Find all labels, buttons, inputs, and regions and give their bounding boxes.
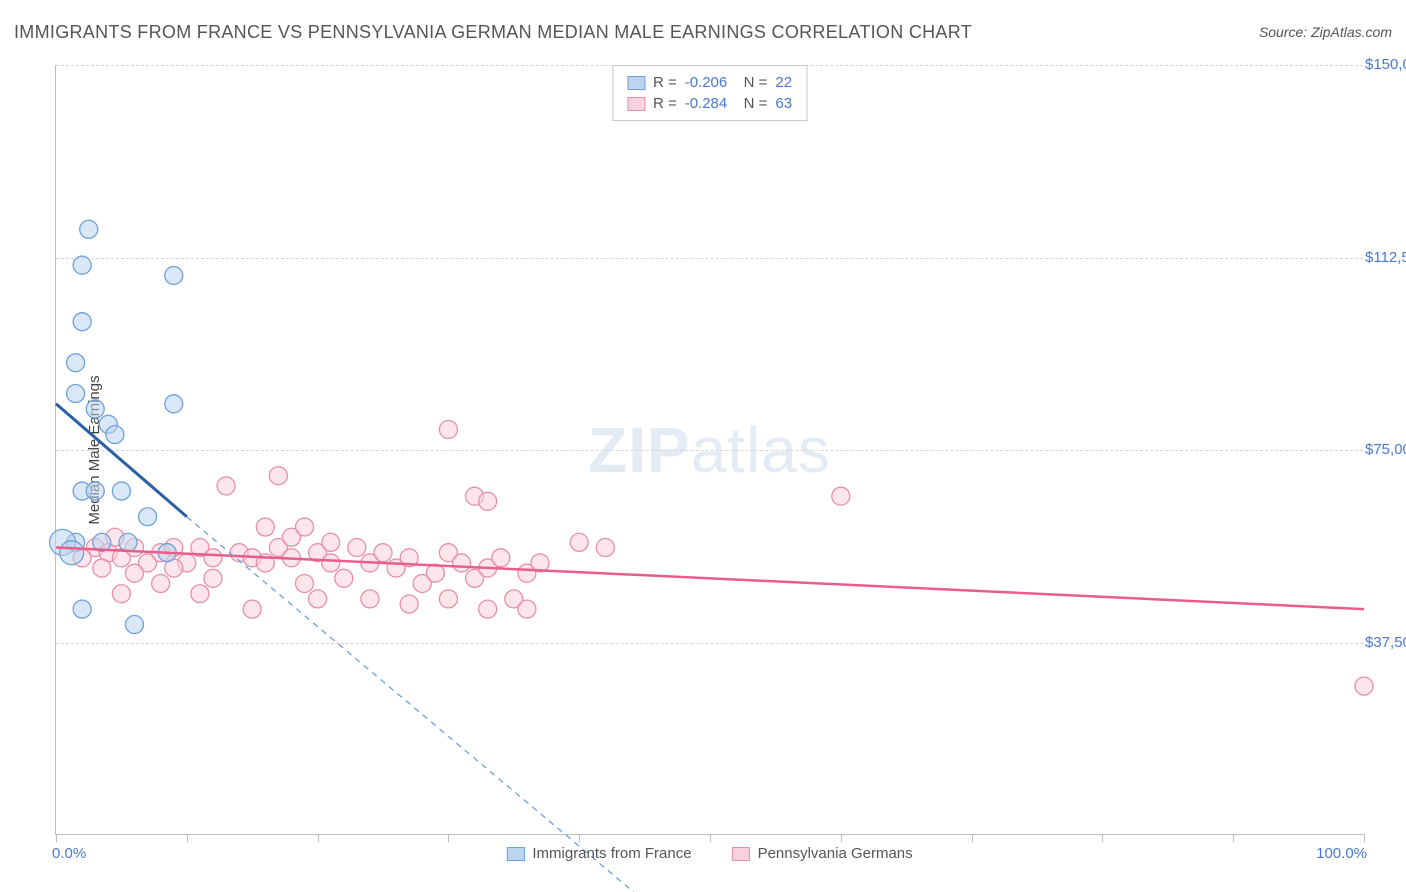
bottom-legend: Immigrants from France Pennsylvania Germ… (506, 845, 912, 862)
y-tick-label: $112,500 (1365, 249, 1406, 266)
data-point-blue (80, 220, 98, 238)
data-point-blue (119, 533, 137, 551)
stats-legend-box: R = -0.206 N = 22 R = -0.284 N = 63 (612, 65, 807, 121)
data-point-pink (243, 600, 261, 618)
data-point-blue (112, 482, 130, 500)
data-point-pink (452, 554, 470, 572)
data-point-pink (191, 585, 209, 603)
data-point-pink (204, 569, 222, 587)
data-point-pink (296, 518, 314, 536)
data-point-blue (73, 600, 91, 618)
chart-title: IMMIGRANTS FROM FRANCE VS PENNSYLVANIA G… (14, 22, 972, 42)
data-point-blue (67, 385, 85, 403)
x-tick (1364, 834, 1365, 842)
x-tick (448, 834, 449, 842)
x-tick (710, 834, 711, 842)
data-point-pink (348, 539, 366, 557)
y-tick-label: $75,000 (1365, 441, 1406, 458)
data-point-pink (125, 564, 143, 582)
y-tick-label: $150,000 (1365, 56, 1406, 73)
x-tick (56, 834, 57, 842)
data-point-pink (479, 600, 497, 618)
data-point-pink (479, 492, 497, 510)
data-point-pink (374, 544, 392, 562)
data-point-blue (86, 482, 104, 500)
data-point-pink (322, 533, 340, 551)
x-tick (841, 834, 842, 842)
data-point-pink (596, 539, 614, 557)
data-point-pink (93, 559, 111, 577)
data-point-blue (165, 395, 183, 413)
data-point-pink (269, 467, 287, 485)
legend-label-pink: Pennsylvania Germans (758, 845, 913, 862)
data-point-pink (112, 585, 130, 603)
data-point-pink (322, 554, 340, 572)
n-value-pink: 63 (775, 95, 792, 112)
x-tick (972, 834, 973, 842)
x-tick-label-left: 0.0% (52, 845, 86, 862)
data-point-pink (492, 549, 510, 567)
data-point-pink (217, 477, 235, 495)
plot-area: ZIPatlas $37,500$75,000$112,500$150,000 … (55, 65, 1363, 835)
data-point-blue (139, 508, 157, 526)
data-point-pink (570, 533, 588, 551)
swatch-pink-icon (627, 97, 645, 111)
data-point-blue (125, 616, 143, 634)
stats-row-blue: R = -0.206 N = 22 (627, 72, 792, 93)
scatter-svg (56, 65, 1363, 834)
x-tick (579, 834, 580, 842)
data-point-blue (73, 256, 91, 274)
r-value-pink: -0.284 (685, 95, 728, 112)
r-value-blue: -0.206 (685, 74, 728, 91)
data-point-pink (518, 600, 536, 618)
legend-swatch-pink-icon (732, 847, 750, 861)
data-point-pink (439, 590, 457, 608)
data-point-pink (335, 569, 353, 587)
stats-row-pink: R = -0.284 N = 63 (627, 93, 792, 114)
data-point-pink (296, 574, 314, 592)
n-value-blue: 22 (775, 74, 792, 91)
chart-source: Source: ZipAtlas.com (1259, 24, 1392, 40)
legend-label-blue: Immigrants from France (532, 845, 691, 862)
swatch-blue-icon (627, 76, 645, 90)
data-point-pink (439, 420, 457, 438)
x-tick (187, 834, 188, 842)
data-point-pink (832, 487, 850, 505)
data-point-pink (361, 590, 379, 608)
data-point-pink (1355, 677, 1373, 695)
data-point-blue (73, 313, 91, 331)
x-tick (1233, 834, 1234, 842)
data-point-pink (152, 574, 170, 592)
data-point-blue (86, 400, 104, 418)
data-point-pink (309, 590, 327, 608)
y-tick-label: $37,500 (1365, 634, 1406, 651)
data-point-blue (60, 541, 84, 565)
x-tick (318, 834, 319, 842)
legend-item-blue: Immigrants from France (506, 845, 691, 862)
data-point-pink (400, 595, 418, 613)
x-tick (1102, 834, 1103, 842)
data-point-pink (204, 549, 222, 567)
legend-swatch-blue-icon (506, 847, 524, 861)
data-point-blue (165, 266, 183, 284)
data-point-pink (256, 518, 274, 536)
x-tick-label-right: 100.0% (1316, 845, 1367, 862)
data-point-blue (67, 354, 85, 372)
legend-item-pink: Pennsylvania Germans (732, 845, 913, 862)
chart-header: IMMIGRANTS FROM FRANCE VS PENNSYLVANIA G… (14, 22, 1392, 52)
data-point-blue (106, 426, 124, 444)
